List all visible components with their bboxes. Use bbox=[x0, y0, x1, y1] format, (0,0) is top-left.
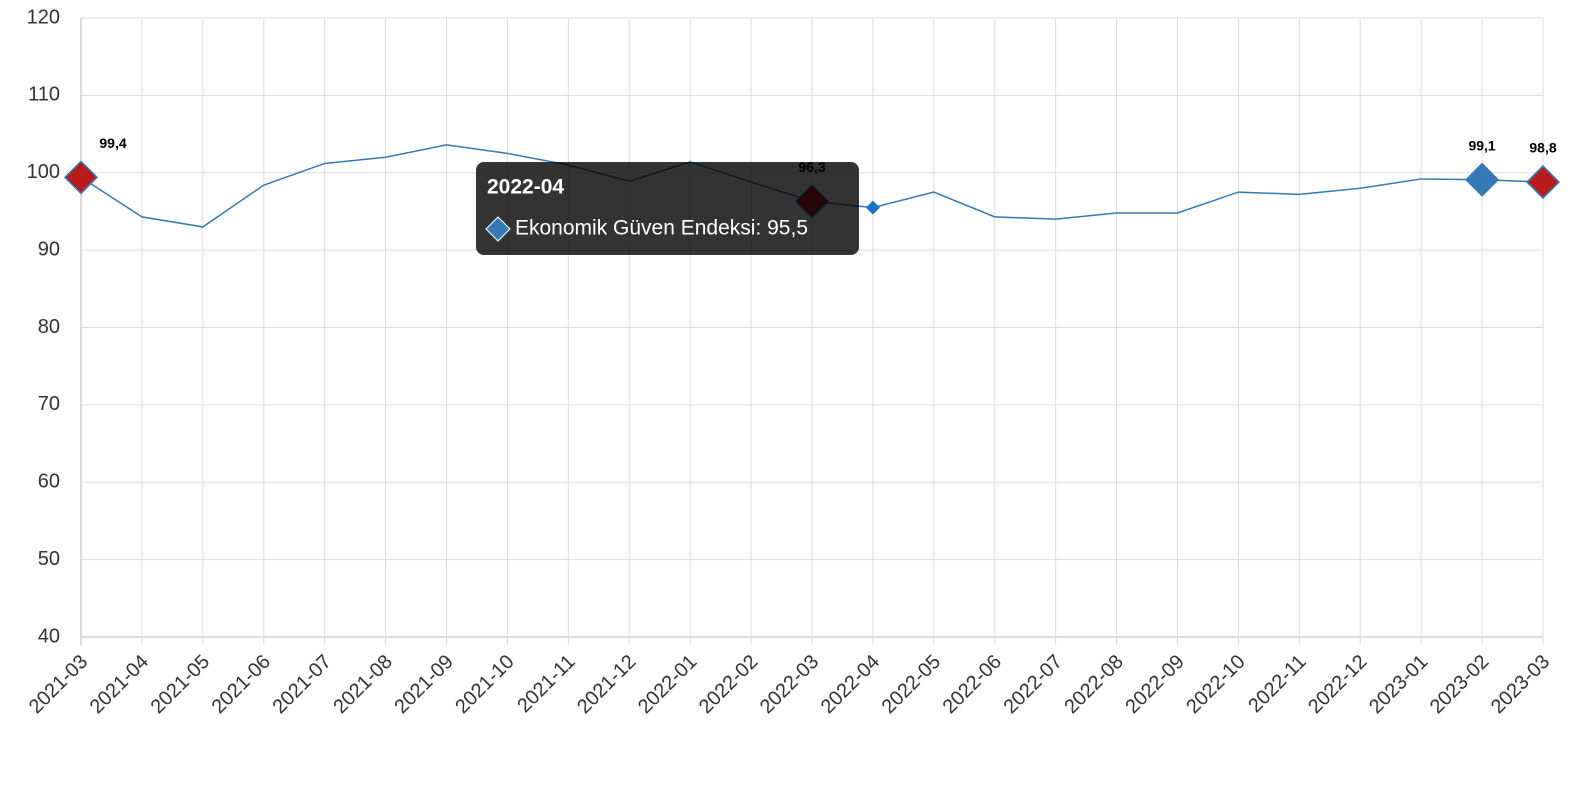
x-tick-label: 2021-10 bbox=[451, 651, 518, 718]
x-tick-label: 2021-07 bbox=[268, 651, 335, 718]
x-tick-label: 2022-10 bbox=[1182, 651, 1249, 718]
x-tick-label: 2023-02 bbox=[1426, 651, 1493, 718]
x-tick-label: 2021-04 bbox=[86, 651, 153, 718]
y-tick-label: 100 bbox=[27, 161, 60, 183]
tooltip-swatch bbox=[485, 216, 511, 242]
x-tick-label: 2021-05 bbox=[147, 651, 214, 718]
y-tick-label: 110 bbox=[28, 84, 60, 106]
x-tick-label: 2021-12 bbox=[573, 651, 640, 718]
y-tick-label: 90 bbox=[38, 238, 60, 260]
x-tick-label: 2022-01 bbox=[634, 651, 701, 718]
hover-marker bbox=[865, 200, 880, 215]
data-label: 98,8 bbox=[1529, 140, 1556, 156]
x-tick-label: 2022-09 bbox=[1121, 651, 1188, 718]
x-tick-label: 2021-09 bbox=[390, 651, 457, 718]
y-tick-label: 60 bbox=[38, 471, 60, 493]
x-tick-label: 2023-03 bbox=[1487, 651, 1554, 718]
marker bbox=[1465, 162, 1500, 197]
tooltip-box bbox=[476, 162, 859, 255]
x-tick-label: 2022-12 bbox=[1304, 651, 1371, 718]
x-tick-label: 2021-08 bbox=[329, 651, 396, 718]
x-tick-label: 2022-04 bbox=[817, 651, 884, 718]
x-tick-label: 2021-03 bbox=[25, 651, 92, 718]
x-tick-label: 2021-06 bbox=[208, 651, 275, 718]
y-tick-label: 80 bbox=[38, 316, 60, 338]
tooltip-text: Ekonomik Güven Endeksi: 95,5 bbox=[515, 217, 808, 240]
marker bbox=[1525, 164, 1561, 200]
x-tick-label: 2023-01 bbox=[1365, 651, 1432, 718]
data-label: 99,1 bbox=[1468, 137, 1495, 153]
x-tick-label: 2022-03 bbox=[756, 651, 823, 718]
x-tick-label: 2021-11 bbox=[513, 651, 579, 717]
y-tick-label: 40 bbox=[38, 625, 60, 647]
data-label: 99,4 bbox=[99, 135, 126, 151]
y-tick-label: 50 bbox=[38, 548, 60, 570]
tooltip-title: 2022-04 bbox=[487, 176, 564, 199]
x-tick-label: 2022-11 bbox=[1244, 651, 1310, 717]
y-tick-label: 70 bbox=[38, 393, 60, 415]
marker bbox=[63, 160, 99, 195]
tooltip: 2022-04 Ekonomik Güven Endeksi: 95,5 bbox=[476, 162, 859, 255]
x-tick-label: 2022-02 bbox=[695, 651, 762, 718]
y-tick-label: 120 bbox=[27, 6, 60, 28]
x-tick-label: 2022-05 bbox=[878, 651, 945, 718]
x-tick-label: 2022-06 bbox=[939, 651, 1006, 718]
x-tick-label: 2022-07 bbox=[999, 651, 1066, 718]
x-tick-label: 2022-08 bbox=[1060, 651, 1127, 718]
